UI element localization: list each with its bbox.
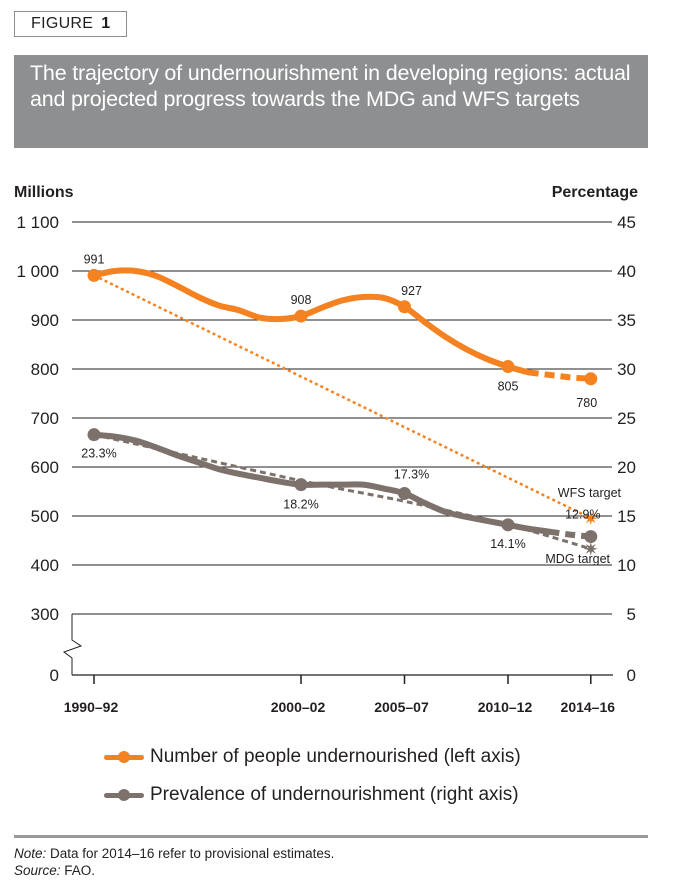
data-label: 14.1% — [490, 537, 525, 551]
axis-break-icon — [62, 614, 83, 675]
series-line-projected — [528, 369, 592, 382]
star-marker-icon — [583, 541, 598, 556]
legend-swatch-gray — [104, 788, 144, 801]
data-point — [87, 428, 101, 442]
data-label: 18.2% — [283, 498, 318, 512]
data-label: 908 — [291, 293, 312, 307]
chart: Millions Percentage0300400500600700800900… — [14, 184, 638, 715]
data-point — [294, 309, 308, 323]
right-tick-label: 15 — [617, 507, 636, 526]
data-label: 927 — [401, 284, 422, 298]
series-line — [91, 267, 532, 376]
data-point — [398, 486, 411, 500]
right-tick-label: 10 — [617, 556, 636, 575]
legend-item-prevalence: Prevalence of undernourishment (right ax… — [104, 784, 519, 806]
figure-word: FIGURE — [31, 15, 94, 32]
source-label: Source: — [14, 863, 61, 878]
right-tick-label: 40 — [617, 262, 636, 281]
legend-label: Prevalence of undernourishment (right ax… — [150, 784, 519, 805]
left-tick-label: 0 — [50, 666, 59, 685]
note-text: Data for 2014–16 refer to provisional es… — [46, 846, 335, 861]
data-label: 23.3% — [81, 447, 116, 461]
x-tick-label: 2000–02 — [271, 699, 326, 715]
x-tick-label: 2005–07 — [374, 699, 429, 715]
data-point — [398, 300, 411, 314]
left-tick-label: 1 100 — [16, 213, 59, 232]
left-axis-title: Millions — [14, 184, 74, 201]
data-label: 17.3% — [394, 467, 429, 481]
left-tick-label: 600 — [31, 458, 59, 477]
left-tick-label: 400 — [31, 556, 59, 575]
x-tick-label: 2010–12 — [478, 699, 533, 715]
data-point — [584, 530, 598, 544]
data-label: 12.9% — [565, 508, 600, 522]
right-tick-label: 20 — [617, 458, 636, 477]
legend-item-number: Number of people undernourished (left ax… — [104, 746, 521, 768]
chart-title: The trajectory of undernourishment in de… — [30, 61, 631, 111]
left-tick-label: 300 — [31, 605, 59, 624]
legend-swatch-orange — [104, 750, 144, 763]
data-point — [584, 372, 598, 386]
series-line — [91, 431, 553, 535]
source-text: FAO. — [60, 863, 96, 878]
figure-number: 1 — [101, 15, 111, 32]
right-tick-label: 45 — [617, 213, 636, 232]
data-point — [294, 478, 308, 492]
divider — [14, 835, 648, 838]
right-axis-title: Percentage — [552, 184, 638, 201]
figure-label: FIGURE 1 — [14, 11, 127, 37]
data-label: 991 — [84, 252, 105, 266]
left-tick-label: 900 — [31, 311, 59, 330]
star-marker-icon — [583, 511, 598, 526]
note: Note: Data for 2014–16 refer to provisio… — [14, 846, 334, 861]
x-tick-label: 1990–92 — [64, 699, 119, 715]
target-label: MDG target — [545, 552, 610, 566]
left-tick-label: 500 — [31, 507, 59, 526]
left-tick-label: 1 000 — [16, 262, 59, 281]
right-tick-label: 25 — [617, 409, 636, 428]
title-banner: The trajectory of undernourishment in de… — [14, 55, 648, 148]
target-label: WFS target — [558, 486, 622, 500]
data-label: 805 — [498, 380, 519, 394]
data-point — [501, 360, 515, 374]
right-tick-label: 5 — [627, 605, 636, 624]
legend-label: Number of people undernourished (left ax… — [150, 746, 521, 767]
data-point — [87, 268, 101, 282]
target-line — [93, 274, 592, 520]
source: Source: FAO. — [14, 863, 95, 878]
note-label: Note: — [14, 846, 47, 861]
data-label: 780 — [576, 396, 597, 410]
x-tick-label: 2014–16 — [561, 699, 616, 715]
right-tick-label: 35 — [617, 311, 636, 330]
left-tick-label: 700 — [31, 409, 59, 428]
right-tick-label: 0 — [627, 666, 636, 685]
left-tick-label: 800 — [31, 360, 59, 379]
data-point — [501, 518, 515, 532]
right-tick-label: 30 — [617, 360, 636, 379]
